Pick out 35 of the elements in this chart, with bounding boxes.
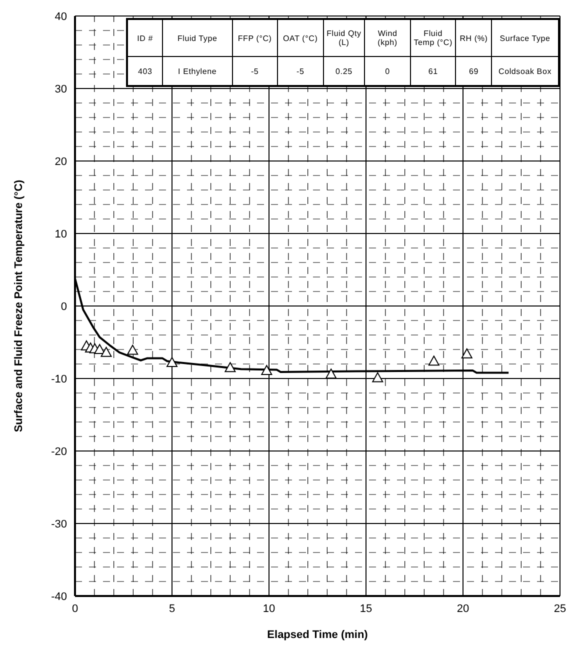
annotation: 0 [364, 56, 410, 86]
y-tick-label: 30 [54, 83, 67, 96]
annotation: OAT (°C) [278, 19, 324, 56]
annotation: 403 [136, 66, 154, 78]
x-tick-label: 5 [168, 602, 176, 615]
y-axis-title: Surface and Fluid Freeze Point Temperature (°C) [12, 179, 25, 432]
annotation: ID # [127, 19, 163, 56]
y-tick-label: 20 [54, 156, 67, 168]
y-tick-label: -10 [51, 373, 67, 386]
x-tick-label: 20 [456, 602, 470, 615]
y-tick-label: -20 [51, 446, 67, 458]
annotation: Fluid Temp (°C) [410, 19, 456, 56]
annotation: RH (%) [456, 19, 492, 56]
annotation: -5 [278, 56, 324, 86]
annotation: 0.25 [323, 56, 365, 86]
annotation: Wind (kph) [364, 19, 410, 56]
annotation: 61 [410, 56, 456, 86]
x-tick-label: 25 [554, 602, 566, 615]
x-tick-label: 0 [72, 602, 78, 615]
y-tick-label: 0 [60, 300, 67, 313]
y-tick-label: -40 [51, 590, 67, 603]
y-tick-label: 10 [54, 228, 67, 240]
x-tick-label: 10 [262, 602, 276, 615]
y-tick-label: 40 [54, 10, 67, 23]
annotation: -5 [232, 56, 278, 86]
y-tick-label: -30 [51, 518, 67, 530]
annotation: Fluid Qty (L) [323, 19, 365, 56]
x-axis-title: Elapsed Time (min) [267, 629, 368, 641]
x-tick-label: 15 [360, 602, 372, 615]
annotation: I Ethylene [162, 56, 232, 86]
annotation: Fluid Type [162, 19, 232, 56]
annotation: FFP (°C) [232, 19, 278, 56]
annotation: 69 [456, 56, 492, 86]
annotation: Coldsoak Box [492, 56, 559, 86]
annotation: Surface Type [492, 19, 559, 56]
